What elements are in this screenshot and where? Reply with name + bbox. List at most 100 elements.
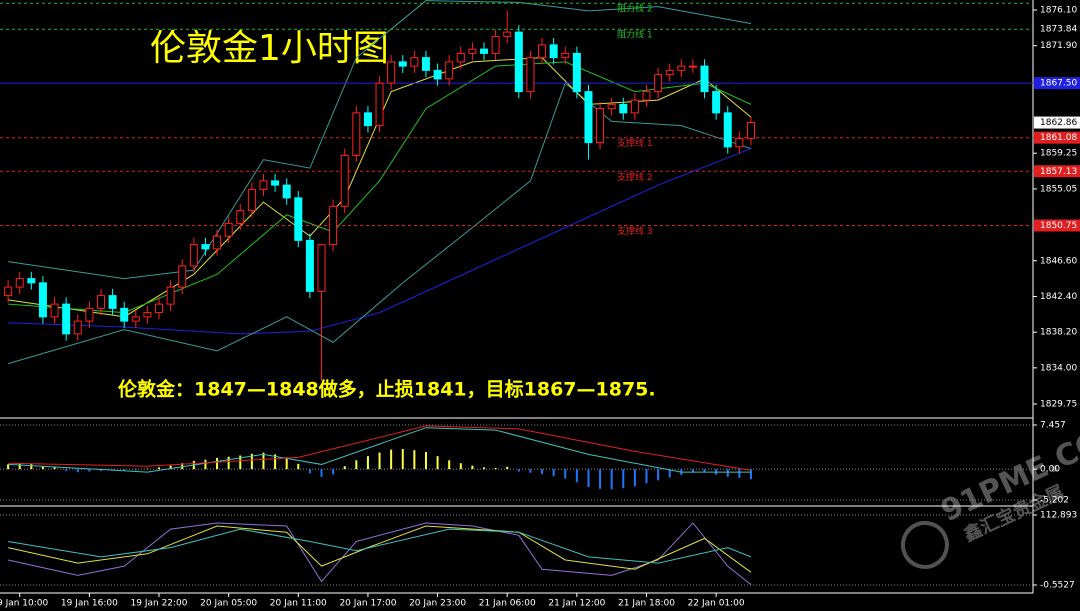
candle-body (38, 282, 47, 318)
candle-body (329, 205, 338, 246)
candle-body (456, 52, 465, 63)
histogram-bar (158, 467, 161, 470)
level-tag (1034, 131, 1080, 144)
histogram-bar (587, 469, 590, 487)
candle-body (642, 91, 651, 101)
histogram-bar (378, 452, 381, 470)
y-tick-label: -5.202 (1040, 495, 1069, 505)
candle-body (363, 112, 372, 127)
candle-body (561, 52, 570, 59)
histogram-bar (181, 463, 184, 470)
histogram-bar (749, 469, 752, 480)
y-tick-label: 1859.25 (1040, 149, 1077, 159)
y-tick-label: -0.5527 (1040, 580, 1075, 590)
histogram-bar (390, 449, 393, 470)
candle-body (213, 235, 222, 250)
candle-body (688, 65, 697, 68)
x-tick-label: 20 Jan 11:00 (270, 599, 327, 609)
histogram-bar (250, 453, 253, 470)
level-tag (1034, 23, 1080, 36)
candle-body (236, 210, 245, 224)
candle-body (189, 244, 198, 267)
indicator-line (8, 522, 752, 586)
histogram-bar (436, 456, 439, 470)
candle-body (108, 295, 117, 309)
y-tick-label: 1871.90 (1040, 41, 1077, 51)
candle-body (630, 99, 639, 114)
price-tag-label: 1862.86 (1040, 118, 1077, 128)
histogram-bar (41, 466, 44, 470)
y-tick-label: 7.457 (1040, 420, 1066, 430)
histogram-bar (633, 469, 636, 487)
candle-body (480, 48, 489, 54)
candle-body (445, 61, 454, 80)
candle-body (259, 180, 268, 190)
histogram-bar (262, 452, 265, 470)
candle-body (398, 61, 407, 67)
candle-body (387, 61, 396, 84)
histogram-bar (483, 467, 486, 470)
candle-body (596, 108, 605, 144)
level-name: 支撑线 3 (617, 225, 653, 237)
histogram-bar (216, 457, 219, 470)
level-name: 支撑线 2 (617, 171, 653, 183)
level-tag-label: 1867.50 (1040, 79, 1077, 89)
histogram-bar (355, 460, 358, 470)
histogram-bar (274, 454, 277, 470)
candle-body (166, 286, 175, 305)
level-name: 阻力线 1 (617, 29, 653, 41)
candle-body (746, 122, 755, 139)
candle-body (491, 35, 500, 54)
histogram-bar (564, 469, 567, 479)
histogram-bar (297, 463, 300, 470)
candle-body (27, 278, 36, 284)
candle-body (514, 31, 523, 93)
indicator-line (8, 425, 752, 471)
level-name: 阻力线 2 (617, 3, 653, 15)
histogram-bar (471, 465, 474, 470)
candle-body (421, 57, 430, 71)
indicator-line (8, 528, 752, 564)
candle-body (317, 244, 326, 292)
histogram-bar (53, 467, 56, 470)
histogram-bar (204, 459, 207, 470)
candle-body (271, 180, 280, 186)
indicator-line (7, 82, 752, 365)
level-tag (1034, 219, 1080, 232)
indicator-line (8, 427, 751, 473)
indicator-line (8, 0, 752, 280)
candle-body (410, 57, 419, 67)
histogram-bar (599, 469, 602, 489)
histogram-bar (657, 469, 660, 481)
histogram-bar (459, 463, 462, 470)
histogram-bar (332, 469, 335, 475)
candle-body (584, 91, 593, 144)
histogram-bar (18, 463, 21, 470)
x-tick-label: 21 Jan 12:00 (548, 599, 605, 609)
candle-body (468, 48, 477, 54)
histogram-bar (622, 469, 625, 489)
histogram-bar (320, 469, 323, 477)
histogram-bar (726, 469, 729, 477)
histogram-bar (610, 469, 613, 490)
x-tick-label: 21 Jan 18:00 (618, 599, 675, 609)
x-tick-label: 20 Jan 23:00 (409, 599, 466, 609)
histogram-bar (134, 469, 137, 471)
candle-body (155, 303, 164, 314)
candle-body (375, 82, 384, 127)
candle-body (15, 278, 24, 288)
histogram-bar (703, 469, 706, 473)
histogram-bar (65, 469, 68, 471)
histogram-bar (88, 469, 91, 472)
histogram-bar (227, 456, 230, 470)
candle-body (85, 307, 94, 322)
candle-body (607, 103, 616, 110)
candle-body (526, 57, 535, 93)
candle-body (433, 69, 442, 80)
y-tick-label: 1846.60 (1040, 256, 1077, 266)
y-tick-label: 0.00 (1040, 465, 1060, 475)
candle-body (62, 303, 71, 335)
candle-body (503, 31, 512, 37)
candle-body (700, 65, 709, 93)
y-tick-label: 1855.05 (1040, 184, 1077, 194)
